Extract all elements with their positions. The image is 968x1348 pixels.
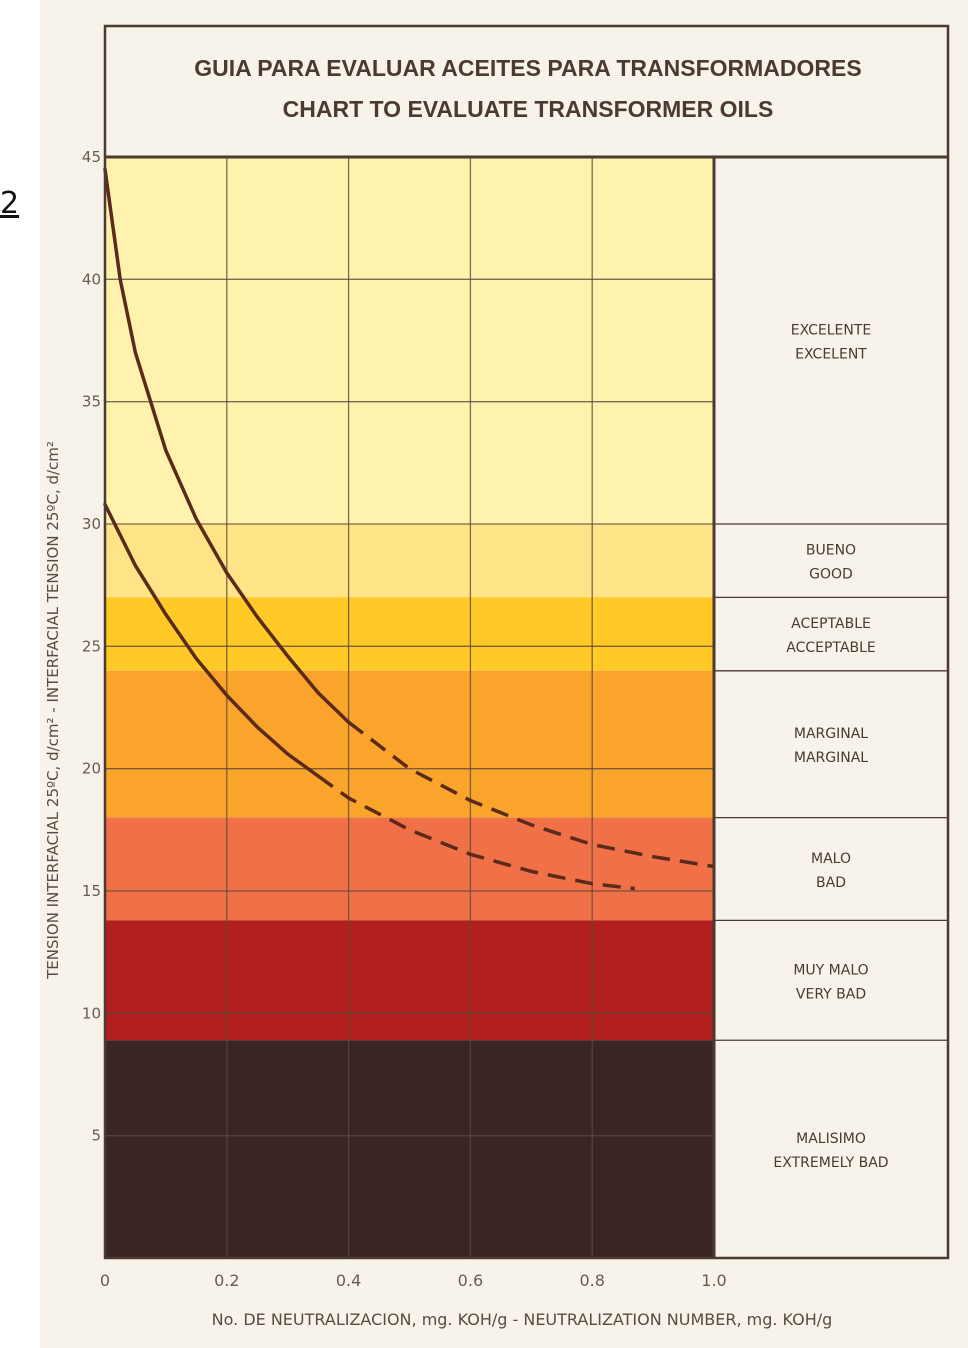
- zone-band-marginal: [105, 670, 714, 818]
- grid-lines: [105, 157, 714, 1258]
- zone-band-acceptable: [105, 597, 714, 671]
- x-tick-label: 0: [100, 1271, 110, 1290]
- x-tick-label: 0.6: [458, 1271, 483, 1290]
- zone-label-en: GOOD: [809, 567, 853, 583]
- zone-label: MALO: [811, 851, 851, 867]
- zone-label: MARGINAL: [794, 726, 868, 742]
- zone-label: MALISIMO: [796, 1131, 866, 1147]
- zone-label-en: EXTREMELY BAD: [773, 1155, 888, 1171]
- zone-label-en: VERY BAD: [796, 986, 866, 1002]
- zone-label: ACEPTABLE: [791, 616, 871, 632]
- zone-label-en: BAD: [816, 875, 846, 891]
- y-tick-label: 15: [82, 882, 101, 900]
- curve-1-solid: [103, 167, 351, 724]
- x-tick-label: 1.0: [701, 1271, 726, 1290]
- zone-label: BUENO: [806, 543, 856, 559]
- y-tick-label: 45: [82, 148, 101, 166]
- y-tick-label: 25: [82, 637, 101, 655]
- quality-zones: [105, 157, 714, 1258]
- zone-label-en: EXCELENT: [795, 347, 867, 363]
- zone-band-extremely-bad: [105, 1040, 714, 1258]
- zone-label: EXCELENTE: [791, 323, 872, 339]
- chart-subtitle: CHART TO EVALUATE TRANSFORMER OILS: [283, 96, 774, 122]
- zone-label-en: ACCEPTABLE: [786, 640, 875, 656]
- zone-labels: EXCELENTE EXCELENT BUENO GOOD ACEPTABLE ACCEP…: [714, 323, 948, 1171]
- zone-band-good: [105, 524, 714, 598]
- zone-band-excelent: [105, 157, 714, 524]
- y-tick-label: 30: [82, 515, 101, 533]
- y-axis-label: TENSION INTERFACIAL 25ºC, d/cm² - INTERF…: [44, 441, 62, 980]
- zone-band-very-bad: [105, 920, 714, 1041]
- y-tick-label: 5: [91, 1127, 101, 1145]
- curves: [103, 167, 715, 891]
- y-tick-label: 20: [82, 760, 101, 778]
- curve-2-solid: [103, 502, 320, 778]
- y-tick-label: 10: [82, 1004, 101, 1022]
- x-tick-label: 0.2: [214, 1271, 239, 1290]
- x-axis-label: No. DE NEUTRALIZACION, mg. KOH/g - NEUTR…: [212, 1310, 833, 1329]
- curve-2-dashed: [317, 774, 635, 891]
- y-tick-label: 35: [82, 393, 101, 411]
- y-tick-label: 40: [82, 270, 101, 288]
- page-number: 2: [0, 186, 20, 221]
- x-tick-label: 0.8: [579, 1271, 604, 1290]
- axis-ticks: 5 10 15 20 25 30 35 40 45 0 0.2 0.4 0.6 0.8 1.0: [82, 148, 727, 1290]
- chart-title: GUIA PARA EVALUAR ACEITES PARA TRANSFORM…: [194, 55, 861, 81]
- zone-label: MUY MALO: [793, 962, 868, 978]
- outer-frame: [103, 24, 950, 1260]
- curve-1-dashed: [347, 720, 715, 869]
- chart-frame: [103, 24, 950, 1260]
- zone-label-en: MARGINAL: [794, 750, 868, 766]
- zone-band-bad: [105, 817, 714, 921]
- x-tick-label: 0.4: [336, 1271, 361, 1290]
